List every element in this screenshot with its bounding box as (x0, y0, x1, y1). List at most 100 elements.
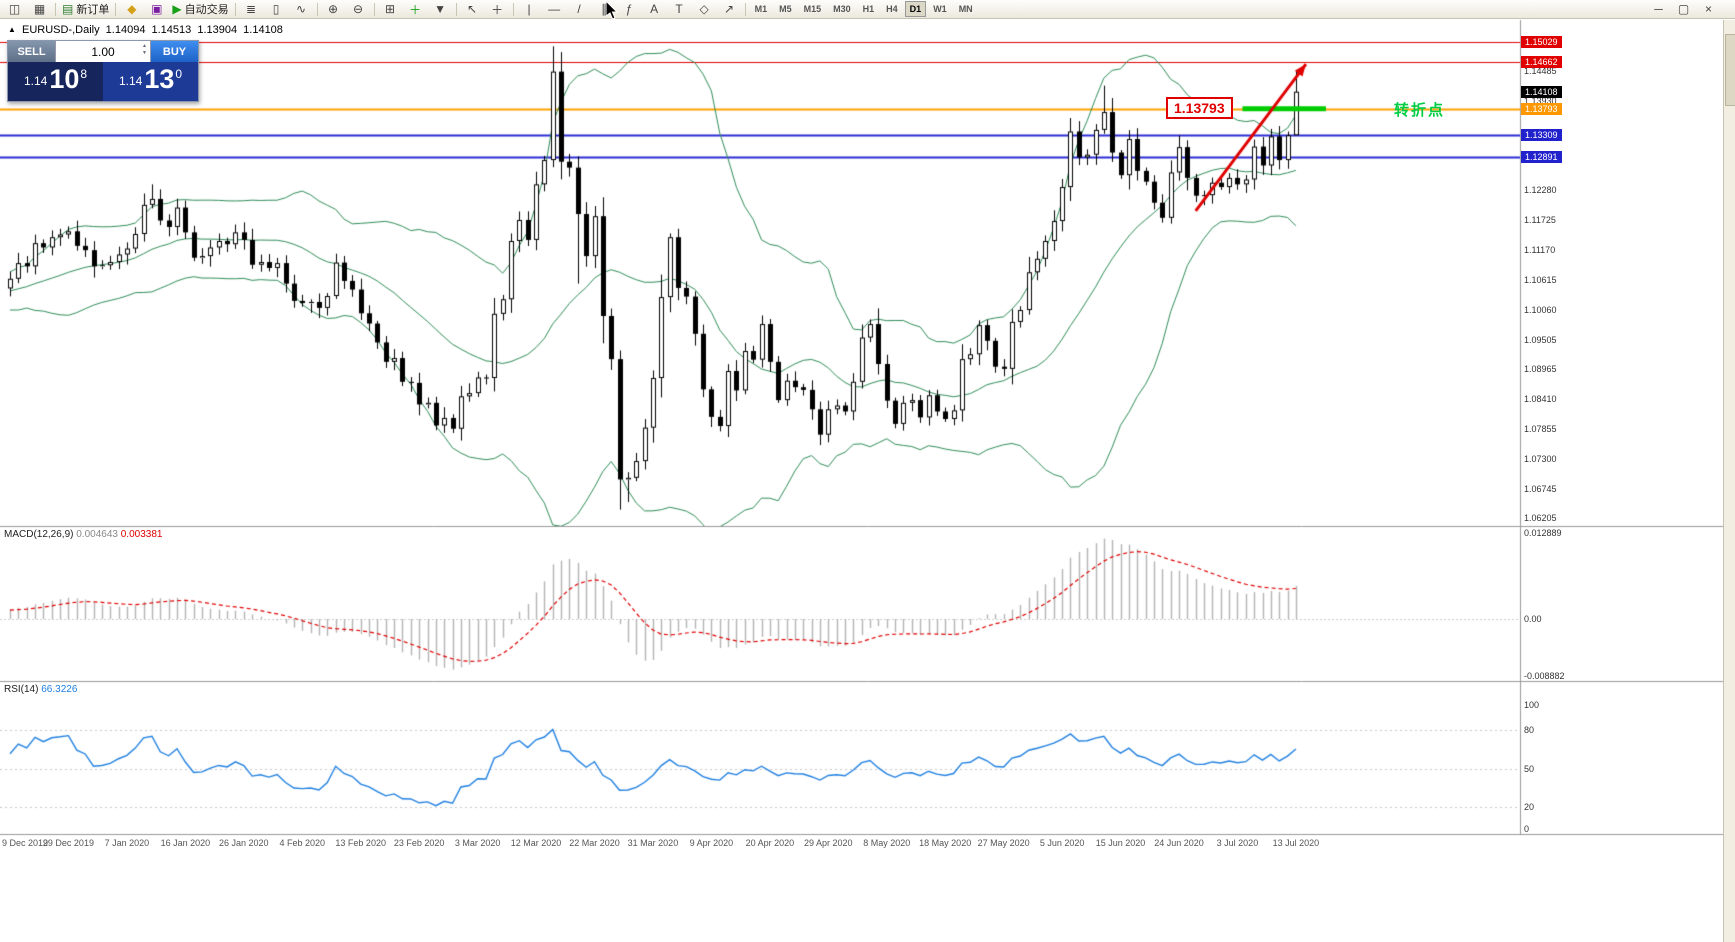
timeframe-m1[interactable]: M1 (754, 4, 768, 14)
date-label: 27 May 2020 (977, 838, 1030, 848)
price-level-callout[interactable]: 1.13793 (1166, 97, 1233, 119)
new-order-button[interactable]: ▤ 新订单 (59, 1, 112, 18)
timeframe-m5[interactable]: M5 (779, 4, 792, 14)
timeframe-m30[interactable]: M30 (833, 4, 851, 14)
metaeditor-icon: ◆ (127, 2, 137, 16)
date-label: 15 Jun 2020 (1095, 838, 1146, 848)
date-label: 31 Mar 2020 (627, 838, 679, 848)
restore-icon[interactable]: ▢ (1677, 2, 1690, 16)
templates-icon[interactable]: ▼ (428, 1, 453, 18)
add-indicator-icon[interactable]: ＋ (403, 1, 428, 18)
shapes-icon[interactable]: ◇ (692, 1, 717, 18)
mouse-cursor (606, 1, 619, 20)
date-label: 23 Feb 2020 (393, 838, 445, 848)
spinner-down-icon[interactable]: ▼ (142, 50, 147, 56)
volume-spinner[interactable]: ▲ ▼ (142, 43, 147, 57)
timeframe-d1[interactable]: D1 (904, 1, 927, 17)
sell-price-display[interactable]: 1.14 10 8 (8, 62, 103, 101)
symbol-title: EURUSD-,Daily (21, 24, 100, 36)
date-label: 26 Jan 2020 (219, 838, 269, 848)
bar-chart-icon[interactable]: ≣ (239, 1, 264, 18)
timeframe-h4[interactable]: H4 (886, 4, 898, 14)
price-tick: 1.13930 (1524, 96, 1557, 107)
date-label: 13 Feb 2020 (335, 838, 386, 848)
date-label: 3 Mar 2020 (454, 838, 501, 848)
autotrade-button[interactable]: ▶ 自动交易 (169, 1, 231, 18)
line-chart-icon[interactable]: ∿ (289, 1, 314, 18)
vertical-scrollbar[interactable] (1723, 20, 1735, 942)
metaeditor-icon[interactable]: ◆ (119, 1, 144, 18)
minimize-icon[interactable]: ─ (1654, 2, 1663, 16)
volume-value: 1.00 (91, 44, 115, 59)
date-label: 22 Mar 2020 (569, 838, 620, 848)
arrows-icon[interactable]: ↗ (717, 1, 742, 18)
price-tick: 1.10060 (1524, 305, 1557, 316)
macd-tick: 0.012889 (1524, 528, 1562, 538)
crosshair-icon[interactable]: ＋ (485, 1, 510, 18)
fibonacci-icon[interactable]: ƒ (617, 1, 642, 18)
chart-profiles-icon[interactable]: ▦ (27, 1, 52, 18)
date-label: 9 Dec 2019 (2, 838, 49, 848)
label-icon[interactable]: T (667, 1, 692, 18)
chart-ohlc-header: ▲ EURUSD-,Daily 1.14094 1.14513 1.13904 … (8, 24, 286, 36)
rsi-tick: 50 (1524, 763, 1535, 774)
buy-button[interactable]: BUY (151, 41, 198, 62)
price-tick: 1.14485 (1524, 66, 1557, 77)
terminal-icon[interactable]: ▣ (144, 1, 169, 18)
rsi-name: RSI(14) (4, 684, 39, 695)
add-indicator-icon: ＋ (409, 2, 422, 17)
date-label: 18 May 2020 (919, 838, 972, 848)
trendline-icon[interactable]: / (567, 1, 592, 18)
buy-price-display[interactable]: 1.14 13 0 (103, 62, 198, 101)
price-tag: 1.12891 (1521, 151, 1562, 164)
date-label: 3 Jul 2020 (1216, 838, 1259, 848)
rsi-tick: 80 (1524, 725, 1535, 736)
zoom-out-icon: ⊖ (353, 2, 364, 16)
vertical-line-icon[interactable]: | (517, 1, 542, 18)
close-icon[interactable]: × (1704, 2, 1712, 16)
ohlc-high: 1.14513 (151, 24, 192, 36)
horizontal-line-icon[interactable]: — (542, 1, 567, 18)
price-tag: 1.13309 (1521, 128, 1562, 141)
candlestick-chart-icon[interactable]: ▯ (264, 1, 289, 18)
autotrade-button-label: 自动交易 (184, 4, 229, 16)
timeframe-m15[interactable]: M15 (803, 4, 822, 14)
cursor-icon[interactable]: ↖ (460, 1, 485, 18)
candlestick-chart-icon: ▯ (272, 2, 280, 16)
date-axis[interactable]: 9 Dec 2019 29 Dec 2019 7 Jan 2020 16 Jan 20… (0, 838, 1520, 852)
price-tick: 1.08965 (1524, 364, 1557, 375)
templates-icon: ▼ (434, 2, 447, 16)
sell-price-big: 10 (49, 64, 80, 94)
price-tag: 1.14662 (1521, 55, 1562, 68)
ohlc-open: 1.14094 (105, 24, 146, 36)
timeframe-w1[interactable]: W1 (933, 4, 947, 14)
horizontal-line-icon: — (548, 2, 561, 16)
sell-price-small: 1.14 (23, 74, 48, 88)
buy-price-sup: 0 (175, 67, 183, 81)
rsi-tick: 20 (1524, 801, 1535, 812)
rsi-tick: 100 (1524, 700, 1540, 710)
spinner-up-icon[interactable]: ▲ (142, 43, 147, 49)
channel-icon[interactable]: ∥ (592, 1, 617, 18)
timeframe-h1[interactable]: H1 (862, 4, 875, 14)
scrollbar-thumb[interactable] (1725, 34, 1735, 106)
text-icon[interactable]: A (642, 1, 667, 18)
symbol-arrow-icon: ▲ (8, 25, 16, 34)
price-tag: 1.15029 (1521, 36, 1562, 48)
new-chart-icon[interactable]: ◫ (2, 1, 27, 18)
sell-button[interactable]: SELL (8, 41, 55, 62)
macd-indicator-label: MACD(12,26,9) 0.004643 0.003381 (4, 529, 162, 540)
price-tick: 1.12280 (1524, 185, 1557, 196)
zoom-in-icon[interactable]: ⊕ (321, 1, 346, 18)
volume-input[interactable]: 1.00 ▲ ▼ (55, 41, 151, 62)
terminal-icon: ▣ (151, 2, 163, 16)
date-label: 16 Jan 2020 (160, 838, 211, 848)
tile-windows-icon[interactable]: ⊞ (378, 1, 403, 18)
date-label: 8 May 2020 (863, 838, 911, 848)
vertical-line-icon: | (527, 2, 531, 16)
timeframe-mn[interactable]: MN (958, 4, 973, 14)
zoom-out-icon[interactable]: ⊖ (346, 1, 371, 18)
turning-point-label[interactable]: 转折点 (1394, 102, 1446, 119)
